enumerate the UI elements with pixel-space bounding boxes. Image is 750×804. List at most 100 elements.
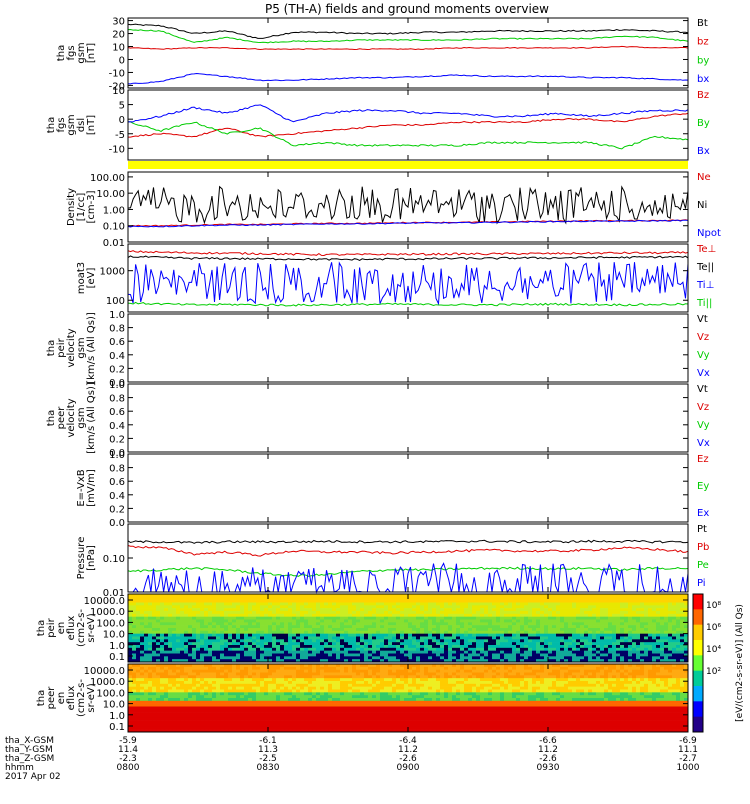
spectrogram-cell bbox=[132, 651, 136, 654]
spectrogram-cell bbox=[316, 600, 320, 603]
spectrogram-cell bbox=[180, 692, 184, 695]
spectrogram-cell bbox=[444, 648, 448, 651]
spectrogram-cell bbox=[256, 611, 260, 614]
spectrogram-cell bbox=[388, 608, 392, 611]
spectrogram-cell bbox=[496, 634, 500, 637]
spectrogram-cell bbox=[512, 654, 516, 657]
spectrogram-cell bbox=[188, 692, 192, 695]
spectrogram-cell bbox=[236, 631, 240, 634]
spectrogram-cell bbox=[320, 603, 324, 606]
spectrogram-cell bbox=[392, 620, 396, 623]
spectrogram-cell bbox=[356, 642, 360, 645]
spectrogram-cell bbox=[252, 603, 256, 606]
spectrogram-cell bbox=[464, 605, 468, 608]
spectrogram-cell bbox=[632, 605, 636, 608]
spectrogram-cell bbox=[332, 656, 336, 659]
spectrogram-cell bbox=[464, 597, 468, 600]
spectrogram-cell bbox=[228, 721, 232, 724]
spectrogram-cell bbox=[244, 611, 248, 614]
spectrogram-cell bbox=[648, 648, 652, 651]
spectrogram-cell bbox=[256, 631, 260, 634]
spectrogram-cell bbox=[248, 600, 252, 603]
spectrogram-cell bbox=[212, 698, 216, 701]
spectrogram-cell bbox=[256, 690, 260, 693]
spectrogram-cell bbox=[208, 712, 212, 715]
spectrogram-cell bbox=[244, 656, 248, 659]
spectrogram-cell bbox=[324, 628, 328, 631]
spectrogram-cell bbox=[660, 628, 664, 631]
spectrogram-cell bbox=[284, 673, 288, 676]
spectrogram-cell bbox=[476, 648, 480, 651]
spectrogram-cell bbox=[204, 634, 208, 637]
spectrogram-cell bbox=[128, 698, 132, 701]
spectrogram-cell bbox=[460, 597, 464, 600]
spectrogram-cell bbox=[228, 678, 232, 681]
spectrogram-cell bbox=[540, 597, 544, 600]
spectrogram-cell bbox=[408, 634, 412, 637]
spectrogram-cell bbox=[332, 684, 336, 687]
spectrogram-cell bbox=[588, 645, 592, 648]
spectrogram-cell bbox=[428, 637, 432, 640]
spectrogram-cell bbox=[660, 625, 664, 628]
spectrogram-cell bbox=[344, 678, 348, 681]
spectrogram-cell bbox=[464, 637, 468, 640]
spectrogram-cell bbox=[348, 645, 352, 648]
spectrogram-cell bbox=[332, 707, 336, 710]
spectrogram-cell bbox=[264, 687, 268, 690]
spectrogram-cell bbox=[632, 645, 636, 648]
spectrogram-cell bbox=[352, 639, 356, 642]
spectrogram-cell bbox=[224, 724, 228, 727]
spectrogram-cell bbox=[232, 605, 236, 608]
spectrogram-cell bbox=[464, 617, 468, 620]
spectrogram-cell bbox=[436, 637, 440, 640]
spectrogram-cell bbox=[336, 600, 340, 603]
spectrogram-cell bbox=[660, 603, 664, 606]
spectrogram-cell bbox=[132, 704, 136, 707]
spectrogram-cell bbox=[244, 704, 248, 707]
spectrogram-cell bbox=[212, 684, 216, 687]
spectrogram-cell bbox=[332, 687, 336, 690]
spectrogram-cell bbox=[300, 642, 304, 645]
spectrogram-cell bbox=[452, 617, 456, 620]
spectrogram-cell bbox=[564, 605, 568, 608]
spectrogram-cell bbox=[296, 620, 300, 623]
spectrogram-cell bbox=[256, 603, 260, 606]
spectrogram-cell bbox=[360, 625, 364, 628]
spectrogram-cell bbox=[448, 642, 452, 645]
spectrogram-cell bbox=[220, 597, 224, 600]
spectrogram-cell bbox=[232, 673, 236, 676]
spectrogram-cell bbox=[544, 608, 548, 611]
spectrogram-cell bbox=[160, 698, 164, 701]
spectrogram-cell bbox=[540, 605, 544, 608]
spectrogram-cell bbox=[536, 634, 540, 637]
spectrogram-cell bbox=[424, 651, 428, 654]
spectrogram-cell bbox=[472, 608, 476, 611]
spectrogram-cell bbox=[180, 608, 184, 611]
spectrogram-cell bbox=[256, 718, 260, 721]
spectrogram-cell bbox=[476, 637, 480, 640]
spectrogram-cell bbox=[628, 597, 632, 600]
spectrogram-cell bbox=[136, 642, 140, 645]
spectrogram-cell bbox=[180, 654, 184, 657]
spectrogram-cell bbox=[580, 622, 584, 625]
spectrogram-cell bbox=[368, 654, 372, 657]
spectrogram-cell bbox=[200, 718, 204, 721]
spectrogram-cell bbox=[556, 634, 560, 637]
spectrogram-cell bbox=[224, 645, 228, 648]
spectrogram-cell bbox=[204, 603, 208, 606]
spectrogram-cell bbox=[148, 712, 152, 715]
spectrogram-cell bbox=[252, 678, 256, 681]
spectrogram-cell bbox=[276, 654, 280, 657]
spectrogram-cell bbox=[572, 656, 576, 659]
spectrogram-cell bbox=[608, 651, 612, 654]
spectrogram-cell bbox=[180, 614, 184, 617]
spectrogram-cell bbox=[512, 639, 516, 642]
spectrogram-cell bbox=[508, 631, 512, 634]
spectrogram-cell bbox=[424, 611, 428, 614]
spectrogram-cell bbox=[136, 600, 140, 603]
spectrogram-cell bbox=[224, 625, 228, 628]
spectrogram-cell bbox=[324, 651, 328, 654]
spectrogram-cell bbox=[280, 605, 284, 608]
spectrogram-cell bbox=[208, 673, 212, 676]
spectrogram-cell bbox=[192, 608, 196, 611]
